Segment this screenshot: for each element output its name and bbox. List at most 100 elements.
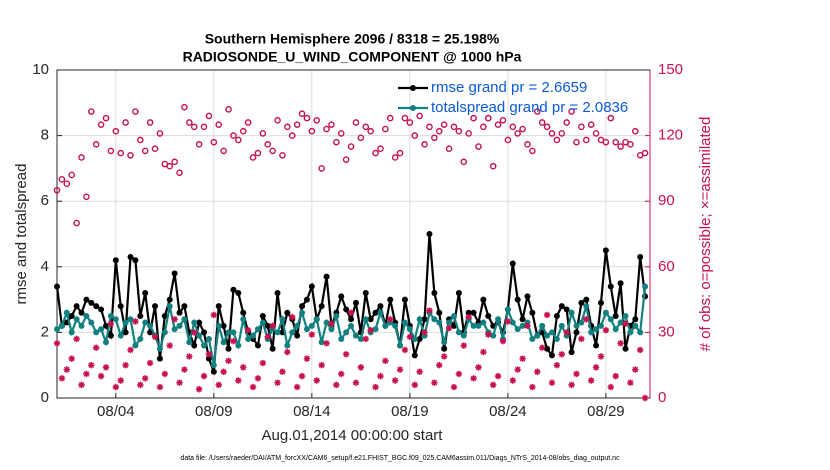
point: [293, 383, 301, 391]
point: [342, 351, 350, 358]
point: [303, 355, 311, 362]
point: [426, 231, 433, 237]
point: [254, 149, 262, 157]
point: [215, 303, 222, 310]
point: [338, 293, 345, 300]
point: [254, 375, 262, 382]
point: [117, 332, 124, 339]
point: [152, 303, 159, 310]
point: [83, 193, 90, 201]
point: [141, 147, 149, 155]
point: [146, 359, 154, 367]
point: [529, 335, 536, 342]
point: [602, 309, 609, 316]
point: [436, 309, 443, 316]
point: [348, 316, 355, 323]
point: [367, 327, 374, 334]
point: [622, 320, 629, 327]
point: [558, 351, 565, 358]
legend-label: rmse grand pr = 2.6659: [431, 79, 587, 96]
point: [480, 296, 487, 303]
point: [558, 130, 566, 137]
point: [495, 316, 502, 323]
point: [225, 357, 232, 365]
y2-tick-label: 150: [658, 61, 683, 78]
point: [416, 335, 423, 342]
point: [107, 313, 114, 319]
point: [342, 156, 350, 163]
point: [387, 316, 394, 323]
point: [343, 329, 350, 336]
point: [592, 364, 600, 371]
point: [519, 322, 526, 329]
point: [357, 335, 364, 342]
point: [489, 162, 497, 170]
point: [137, 335, 144, 342]
point: [416, 112, 423, 120]
point: [524, 141, 531, 148]
point: [68, 329, 75, 336]
point: [58, 322, 65, 329]
point: [426, 307, 433, 314]
point: [411, 381, 418, 389]
point: [112, 257, 119, 264]
point: [431, 379, 438, 386]
point: [196, 332, 203, 339]
point: [181, 316, 188, 323]
point: [215, 121, 223, 128]
point: [303, 296, 310, 303]
point: [587, 121, 595, 128]
point: [504, 318, 512, 325]
point: [338, 370, 345, 378]
point: [627, 379, 634, 386]
point: [372, 326, 379, 333]
point: [436, 319, 443, 326]
point: [357, 364, 365, 371]
point: [352, 332, 359, 339]
point: [499, 337, 507, 345]
point: [357, 134, 365, 142]
point: [553, 335, 560, 342]
point: [117, 303, 124, 310]
point: [465, 313, 472, 321]
point: [161, 313, 168, 319]
point: [553, 313, 560, 319]
point: [156, 383, 164, 391]
point: [112, 316, 119, 323]
point: [191, 319, 198, 326]
point: [166, 342, 173, 349]
point: [480, 123, 487, 131]
point: [244, 119, 252, 126]
chart-title: Southern Hemisphere 2096 / 8318 = 25.198…: [205, 31, 500, 47]
point: [465, 309, 472, 316]
point: [308, 283, 315, 290]
point: [440, 121, 448, 128]
point: [636, 346, 644, 354]
point: [494, 372, 502, 380]
point: [548, 352, 555, 359]
point: [607, 316, 614, 323]
x-tick-label: 08/19: [391, 403, 429, 420]
point: [386, 114, 394, 122]
point: [240, 309, 247, 316]
point: [627, 329, 634, 336]
point: [132, 108, 139, 115]
point: [215, 322, 222, 329]
point: [632, 316, 639, 323]
point: [259, 313, 266, 319]
point: [308, 331, 316, 338]
point: [421, 141, 428, 148]
point: [176, 379, 183, 386]
point: [548, 329, 555, 336]
point: [455, 127, 463, 135]
point: [195, 386, 203, 393]
point: [597, 353, 605, 360]
point: [499, 116, 507, 124]
point: [93, 303, 100, 310]
point: [588, 329, 595, 336]
legend-marker: [410, 85, 416, 91]
point: [146, 119, 154, 126]
point: [352, 299, 359, 306]
point: [347, 309, 355, 316]
point: [504, 306, 511, 313]
